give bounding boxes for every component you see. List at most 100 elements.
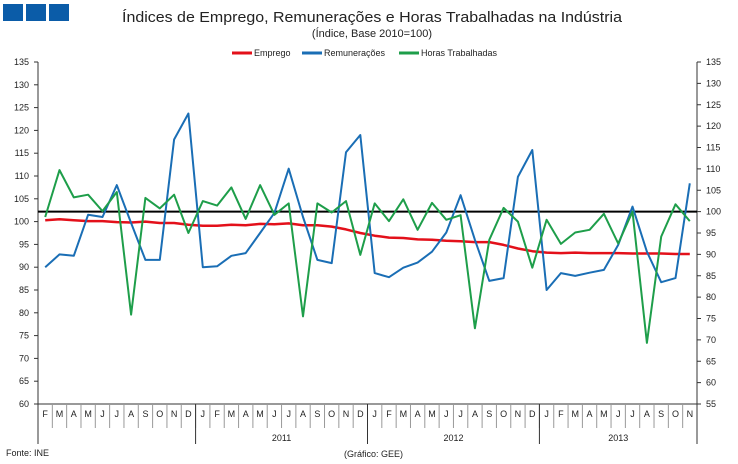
month-label: J xyxy=(115,409,120,419)
year-label: 2013 xyxy=(608,433,628,443)
month-label: M xyxy=(571,409,579,419)
month-label: J xyxy=(544,409,549,419)
right-tick-label: 135 xyxy=(706,57,721,67)
footer-credit: (Gráfico: GEE) xyxy=(344,449,403,459)
month-label: O xyxy=(328,409,335,419)
month-label: M xyxy=(84,409,92,419)
month-label: N xyxy=(171,409,178,419)
month-label: M xyxy=(56,409,64,419)
month-label: F xyxy=(214,409,220,419)
month-label: J xyxy=(372,409,377,419)
month-label: A xyxy=(415,409,421,419)
right-tick-label: 120 xyxy=(706,121,721,131)
left-tick-label: 110 xyxy=(15,171,29,181)
month-label: N xyxy=(515,409,522,419)
left-tick-label: 90 xyxy=(19,262,29,272)
month-label: J xyxy=(444,409,449,419)
right-tick-label: 70 xyxy=(706,335,716,345)
month-label: J xyxy=(201,409,206,419)
chart-subtitle: (Índice, Base 2010=100) xyxy=(312,27,432,40)
left-tick-label: 75 xyxy=(19,331,29,341)
left-tick-label: 135 xyxy=(14,57,29,67)
month-label: O xyxy=(672,409,679,419)
month-label: J xyxy=(616,409,621,419)
month-label: S xyxy=(658,409,664,419)
month-label: A xyxy=(587,409,593,419)
left-tick-label: 60 xyxy=(19,399,29,409)
right-tick-label: 65 xyxy=(706,356,716,366)
year-label: 2011 xyxy=(272,433,291,443)
right-tick-label: 85 xyxy=(706,271,716,281)
month-label: J xyxy=(100,409,105,419)
left-tick-label: 105 xyxy=(14,194,29,204)
month-label: D xyxy=(185,409,192,419)
month-label: A xyxy=(71,409,77,419)
chart-title: Índices de Emprego, Remunerações e Horas… xyxy=(122,9,623,26)
left-tick-label: 65 xyxy=(19,376,29,386)
month-label: D xyxy=(529,409,536,419)
month-label: O xyxy=(500,409,507,419)
legend-label: Horas Trabalhadas xyxy=(421,48,498,58)
logo-square xyxy=(3,4,23,21)
month-label: M xyxy=(256,409,264,419)
month-label: J xyxy=(286,409,291,419)
right-tick-label: 115 xyxy=(706,143,720,153)
month-label: M xyxy=(400,409,408,419)
left-tick-label: 100 xyxy=(14,217,29,227)
month-label: F xyxy=(42,409,48,419)
series-line-emprego xyxy=(45,218,690,256)
right-tick-label: 125 xyxy=(706,100,721,110)
right-tick-label: 80 xyxy=(706,292,716,302)
month-label: M xyxy=(228,409,236,419)
month-label: A xyxy=(472,409,478,419)
month-label: M xyxy=(428,409,436,419)
right-tick-label: 75 xyxy=(706,314,716,324)
month-label: A xyxy=(243,409,249,419)
month-label: J xyxy=(272,409,277,419)
left-tick-label: 70 xyxy=(19,353,29,363)
month-label: J xyxy=(458,409,463,419)
series-line-remunera-es xyxy=(44,112,691,291)
right-tick-label: 130 xyxy=(706,78,721,88)
right-tick-label: 105 xyxy=(706,185,721,195)
right-tick-label: 95 xyxy=(706,228,716,238)
left-tick-label: 115 xyxy=(15,148,29,158)
left-tick-label: 85 xyxy=(19,285,29,295)
legend-label: Emprego xyxy=(254,48,291,58)
left-tick-label: 120 xyxy=(14,125,29,135)
month-label: S xyxy=(486,409,492,419)
series-line-horas-trabalhadas xyxy=(44,169,691,344)
right-tick-label: 60 xyxy=(706,378,716,388)
right-tick-label: 90 xyxy=(706,249,716,259)
right-tick-label: 110 xyxy=(706,164,720,174)
left-tick-label: 80 xyxy=(19,308,29,318)
month-label: M xyxy=(600,409,608,419)
month-label: D xyxy=(357,409,364,419)
month-label: S xyxy=(314,409,320,419)
month-label: A xyxy=(300,409,306,419)
year-label: 2012 xyxy=(443,433,463,443)
month-label: A xyxy=(128,409,134,419)
logo-square xyxy=(26,4,46,21)
month-label: A xyxy=(644,409,650,419)
left-tick-label: 130 xyxy=(14,80,29,90)
left-tick-label: 125 xyxy=(14,103,29,113)
legend-label: Remunerações xyxy=(324,48,386,58)
month-label: O xyxy=(156,409,163,419)
left-tick-label: 95 xyxy=(19,239,29,249)
month-label: N xyxy=(343,409,350,419)
right-tick-label: 100 xyxy=(706,207,721,217)
month-label: J xyxy=(630,409,635,419)
month-label: S xyxy=(142,409,148,419)
month-label: N xyxy=(687,409,694,419)
month-label: F xyxy=(386,409,392,419)
logo xyxy=(3,4,69,21)
month-label: F xyxy=(558,409,564,419)
axes: 60 65 70 75 80 85 90 95 100 105 110 115 120 125 130 135… xyxy=(14,57,721,444)
plot-area xyxy=(38,112,697,344)
logo-square xyxy=(49,4,69,21)
footer-source: Fonte: INE xyxy=(6,448,49,458)
legend: Emprego Remunerações Horas Trabalhadas xyxy=(232,48,498,58)
right-tick-label: 55 xyxy=(706,399,716,409)
